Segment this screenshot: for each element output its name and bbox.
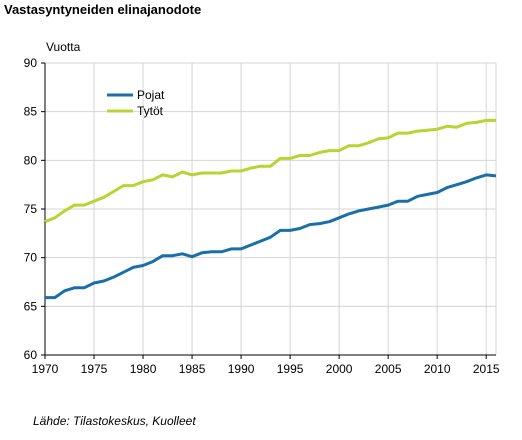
grid <box>44 62 497 356</box>
x-tick-label: 1970 <box>32 362 59 376</box>
x-tick-label: 1995 <box>277 362 304 376</box>
series-line-tytöt <box>44 118 496 224</box>
y-tick-label: 75 <box>24 202 38 216</box>
y-tick-label: 70 <box>24 251 38 265</box>
chart-title: Vastasyntyneiden elinajanodote <box>4 2 202 17</box>
x-tick-label: 2000 <box>326 362 353 376</box>
source-note: Lähde: Tilastokeskus, Kuolleet <box>33 414 196 428</box>
x-tick-label: 1990 <box>228 362 255 376</box>
x-tick-label: 2010 <box>424 362 451 376</box>
series-lines <box>44 118 497 300</box>
legend: Pojat Tytöt <box>107 88 165 118</box>
y-tick-label: 85 <box>24 105 38 119</box>
x-tick-label: 1985 <box>179 362 206 376</box>
x-tick-label: 1980 <box>130 362 157 376</box>
y-tick-label: 60 <box>24 348 38 362</box>
x-tick-label: 2005 <box>375 362 402 376</box>
y-tick-label: 90 <box>24 56 38 70</box>
y-axis-label: Vuotta <box>46 40 81 54</box>
y-tick-labels: 60 65 70 75 80 85 90 <box>24 56 45 362</box>
y-tick-label: 65 <box>24 299 38 313</box>
legend-label: Pojat <box>137 88 165 102</box>
x-tick-label: 1975 <box>81 362 108 376</box>
legend-label: Tytöt <box>137 104 164 118</box>
y-tick-label: 80 <box>24 153 38 167</box>
series-line-pojat <box>45 173 497 300</box>
x-tick-label: 2015 <box>473 362 500 376</box>
x-tick-labels: 1970 1975 1980 1985 1990 1995 2000 2005 2010 2015 <box>32 355 500 376</box>
